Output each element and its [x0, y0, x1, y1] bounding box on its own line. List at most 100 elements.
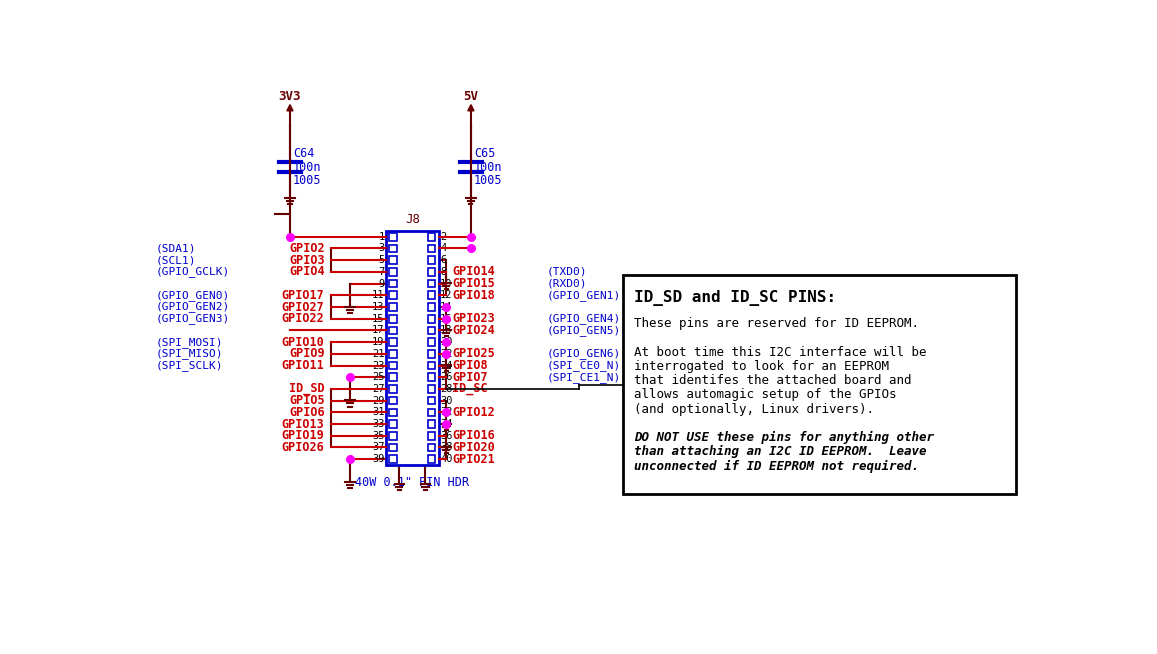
Bar — [428, 245, 435, 252]
Text: 20: 20 — [440, 337, 452, 347]
Bar — [389, 338, 397, 346]
Bar — [428, 338, 435, 346]
Text: GPIO2: GPIO2 — [289, 242, 325, 255]
Text: interrogated to look for an EEPROM: interrogated to look for an EEPROM — [634, 360, 890, 373]
Bar — [428, 256, 435, 264]
Text: GPIO10: GPIO10 — [282, 336, 325, 349]
Bar — [389, 233, 397, 241]
Text: GPIO22: GPIO22 — [282, 312, 325, 325]
Text: GPIO9: GPIO9 — [289, 347, 325, 360]
Bar — [428, 233, 435, 241]
Text: 28: 28 — [440, 384, 452, 394]
Text: 10: 10 — [440, 279, 452, 288]
Bar — [428, 292, 435, 299]
Text: 3: 3 — [378, 243, 384, 254]
Bar — [428, 455, 435, 463]
Text: GPIO7: GPIO7 — [452, 371, 488, 384]
Bar — [624, 275, 1016, 494]
Text: (GPIO_GEN5): (GPIO_GEN5) — [546, 325, 620, 336]
Bar — [389, 443, 397, 451]
Text: 3V3: 3V3 — [279, 90, 301, 103]
Text: 31: 31 — [373, 407, 384, 417]
Text: GPIO5: GPIO5 — [289, 394, 325, 407]
Bar — [389, 280, 397, 288]
Text: GPIO17: GPIO17 — [282, 289, 325, 301]
Bar — [428, 350, 435, 358]
Text: DO NOT USE these pins for anything other: DO NOT USE these pins for anything other — [634, 431, 934, 444]
Text: 100n: 100n — [293, 160, 322, 173]
Text: GPIO19: GPIO19 — [282, 429, 325, 442]
Text: than attaching an I2C ID EEPROM.  Leave: than attaching an I2C ID EEPROM. Leave — [634, 445, 927, 458]
Bar — [389, 397, 397, 404]
Text: (SPI_CE1_N): (SPI_CE1_N) — [546, 371, 620, 383]
Bar — [386, 231, 439, 465]
Text: 21: 21 — [373, 349, 384, 359]
Text: These pins are reserved for ID EEPROM.: These pins are reserved for ID EEPROM. — [634, 317, 919, 330]
Text: 35: 35 — [373, 431, 384, 441]
Text: 32: 32 — [440, 407, 452, 417]
Text: (SPI_MOSI): (SPI_MOSI) — [155, 337, 222, 347]
Bar — [428, 268, 435, 276]
Text: 26: 26 — [440, 372, 452, 382]
Text: GPIO25: GPIO25 — [452, 347, 495, 360]
Text: 29: 29 — [373, 396, 384, 405]
Text: C65: C65 — [474, 146, 495, 160]
Polygon shape — [467, 105, 474, 111]
Text: 5: 5 — [378, 255, 384, 266]
Text: 39: 39 — [373, 454, 384, 464]
Text: 1: 1 — [378, 232, 384, 242]
Bar — [389, 455, 397, 463]
Text: 15: 15 — [373, 314, 384, 324]
Text: (GPIO_GEN2): (GPIO_GEN2) — [155, 301, 229, 313]
Bar — [389, 245, 397, 252]
Text: GPIO21: GPIO21 — [452, 453, 495, 466]
Text: 16: 16 — [440, 314, 452, 324]
Text: 13: 13 — [373, 302, 384, 312]
Text: (GPIO_GEN3): (GPIO_GEN3) — [155, 313, 229, 324]
Text: 23: 23 — [373, 360, 384, 371]
Text: 18: 18 — [440, 326, 452, 336]
Bar — [428, 303, 435, 311]
Text: GPIO11: GPIO11 — [282, 359, 325, 372]
Text: (SPI_MISO): (SPI_MISO) — [155, 349, 222, 359]
Text: GPIO6: GPIO6 — [289, 406, 325, 419]
Text: 4: 4 — [440, 243, 447, 254]
Text: 1005: 1005 — [293, 175, 322, 188]
Polygon shape — [287, 105, 293, 111]
Text: (and optionally, Linux drivers).: (and optionally, Linux drivers). — [634, 403, 875, 416]
Bar — [389, 409, 397, 416]
Bar — [389, 256, 397, 264]
Text: (SPI_CE0_N): (SPI_CE0_N) — [546, 360, 620, 371]
Bar — [428, 362, 435, 370]
Text: 12: 12 — [440, 290, 452, 300]
Text: GPIO3: GPIO3 — [289, 254, 325, 267]
Text: GPIO26: GPIO26 — [282, 441, 325, 454]
Text: GPIO13: GPIO13 — [282, 417, 325, 430]
Text: 8: 8 — [440, 267, 447, 277]
Bar — [428, 421, 435, 428]
Bar — [389, 303, 397, 311]
Text: 9: 9 — [378, 279, 384, 288]
Bar — [389, 362, 397, 370]
Text: 27: 27 — [373, 384, 384, 394]
Text: 22: 22 — [440, 349, 452, 359]
Bar — [389, 385, 397, 393]
Text: 33: 33 — [373, 419, 384, 429]
Bar — [389, 315, 397, 322]
Bar — [428, 373, 435, 381]
Text: (RXD0): (RXD0) — [546, 279, 587, 288]
Text: (GPIO_GEN4): (GPIO_GEN4) — [546, 313, 620, 324]
Text: GPIO23: GPIO23 — [452, 312, 495, 325]
Text: GPIO27: GPIO27 — [282, 301, 325, 313]
Text: J8: J8 — [405, 213, 420, 226]
Text: 5V: 5V — [464, 90, 478, 103]
Bar — [428, 397, 435, 404]
Bar — [389, 350, 397, 358]
Text: GPIO4: GPIO4 — [289, 266, 325, 279]
Text: (GPIO_GEN0): (GPIO_GEN0) — [155, 290, 229, 301]
Bar — [428, 315, 435, 322]
Text: (GPIO_GEN6): (GPIO_GEN6) — [546, 349, 620, 359]
Text: ID_SD: ID_SD — [289, 383, 325, 396]
Text: (GPIO_GEN1): (GPIO_GEN1) — [546, 290, 620, 301]
Text: GPIO18: GPIO18 — [452, 289, 495, 301]
